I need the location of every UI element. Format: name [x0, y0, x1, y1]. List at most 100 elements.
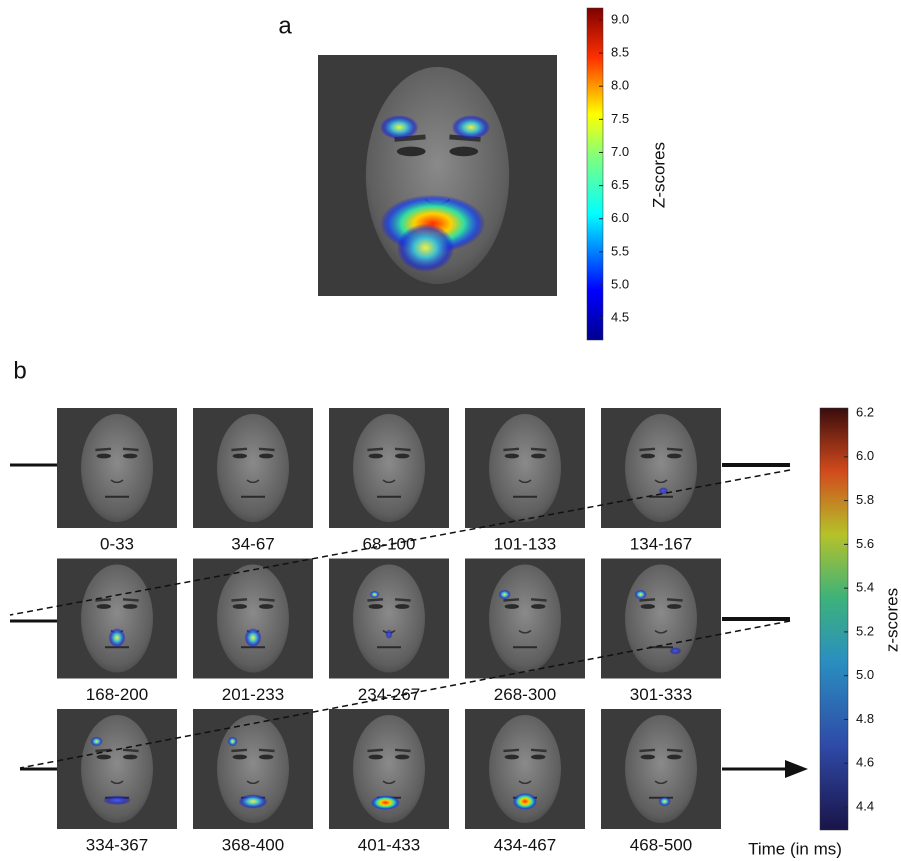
face — [81, 414, 153, 522]
brow — [258, 447, 275, 452]
panel-label: a — [278, 12, 292, 39]
face-image — [601, 408, 721, 528]
brow — [231, 598, 248, 602]
heat-blob — [658, 487, 669, 495]
colorbar — [819, 407, 849, 831]
tick-label: 4.4 — [856, 798, 874, 813]
eye — [368, 453, 383, 459]
heat-blob — [451, 115, 491, 140]
eye — [96, 604, 112, 609]
eye — [395, 754, 410, 760]
brow — [666, 447, 683, 452]
brow — [95, 598, 112, 602]
face — [217, 564, 289, 673]
tick-label: 5.4 — [856, 580, 874, 595]
brow — [530, 598, 547, 602]
face — [489, 564, 561, 673]
nose — [654, 780, 668, 785]
eye — [259, 754, 274, 760]
eye — [232, 604, 247, 609]
heat-blob — [634, 589, 647, 600]
face-image — [329, 558, 449, 679]
frame-label: 401-433 — [358, 835, 420, 854]
frame-label: 101-133 — [494, 534, 556, 553]
heat-blob — [102, 795, 132, 805]
brow — [503, 598, 520, 602]
eye — [123, 604, 138, 609]
tick-label: 8.5 — [611, 44, 629, 59]
colorbar — [586, 7, 604, 341]
brow — [367, 447, 384, 452]
tick-label: 7.0 — [611, 144, 629, 159]
face-image — [57, 408, 177, 528]
colorbar-label: Z-scores — [649, 142, 668, 208]
heat-blob — [498, 589, 511, 600]
nose — [110, 780, 124, 785]
face-image — [329, 709, 449, 829]
brow — [258, 598, 275, 602]
brow — [122, 598, 139, 602]
brow — [666, 748, 683, 753]
heat-blob — [396, 223, 455, 272]
eye — [395, 604, 410, 609]
eye — [640, 604, 655, 609]
heat-blob — [108, 628, 126, 648]
tick-label: 4.6 — [856, 755, 874, 770]
axis-label: Time (in ms) — [748, 839, 842, 858]
brow — [503, 748, 520, 753]
nose — [654, 629, 668, 634]
frame-label: 268-300 — [494, 685, 556, 704]
brow — [639, 748, 656, 753]
tick-label: 4.8 — [856, 711, 874, 726]
eye — [640, 453, 655, 459]
face — [489, 414, 561, 522]
tick-label: 9.0 — [611, 11, 629, 26]
frame-label: 468-500 — [630, 835, 692, 854]
brow — [394, 598, 411, 602]
eye — [395, 453, 410, 459]
heat-blob — [227, 736, 238, 747]
brow — [503, 447, 520, 452]
tick-label: 8.0 — [611, 78, 629, 93]
frame-label: 34-67 — [231, 534, 274, 553]
frame-label: 68-100 — [363, 534, 416, 553]
tick-label: 5.6 — [856, 536, 874, 551]
face — [353, 414, 425, 522]
face-image — [193, 408, 313, 528]
face — [625, 564, 697, 673]
eye — [531, 754, 546, 760]
eye — [232, 754, 247, 760]
heat-blob — [385, 629, 393, 639]
nose — [518, 479, 532, 484]
brow — [122, 748, 139, 753]
face — [81, 564, 153, 673]
frame-label: 0-33 — [100, 534, 134, 553]
eye — [531, 453, 546, 459]
eye — [259, 453, 274, 459]
frame-label: 134-167 — [630, 534, 692, 553]
frame-label: 234-267 — [358, 685, 420, 704]
nose — [246, 780, 260, 785]
brow — [639, 598, 656, 602]
heat-blob — [371, 795, 400, 810]
eye — [232, 453, 247, 459]
face-image — [193, 558, 313, 679]
brow — [639, 447, 656, 452]
tick-label: 4.5 — [611, 310, 629, 325]
heat-blob — [658, 796, 671, 807]
brow — [367, 598, 384, 602]
tick-label: 5.2 — [856, 623, 874, 638]
frame-label: 434-467 — [494, 835, 556, 854]
eye — [667, 453, 682, 459]
frame-label: 368-400 — [222, 835, 284, 854]
face-image — [318, 55, 557, 296]
eye — [123, 453, 138, 459]
face — [217, 414, 289, 522]
tick-label: 5.0 — [611, 276, 629, 291]
colorbar-label: z-scores — [882, 588, 901, 652]
eye — [504, 604, 519, 609]
tick-label: 5.0 — [856, 667, 874, 682]
face-image — [57, 709, 177, 829]
eye — [396, 146, 426, 157]
